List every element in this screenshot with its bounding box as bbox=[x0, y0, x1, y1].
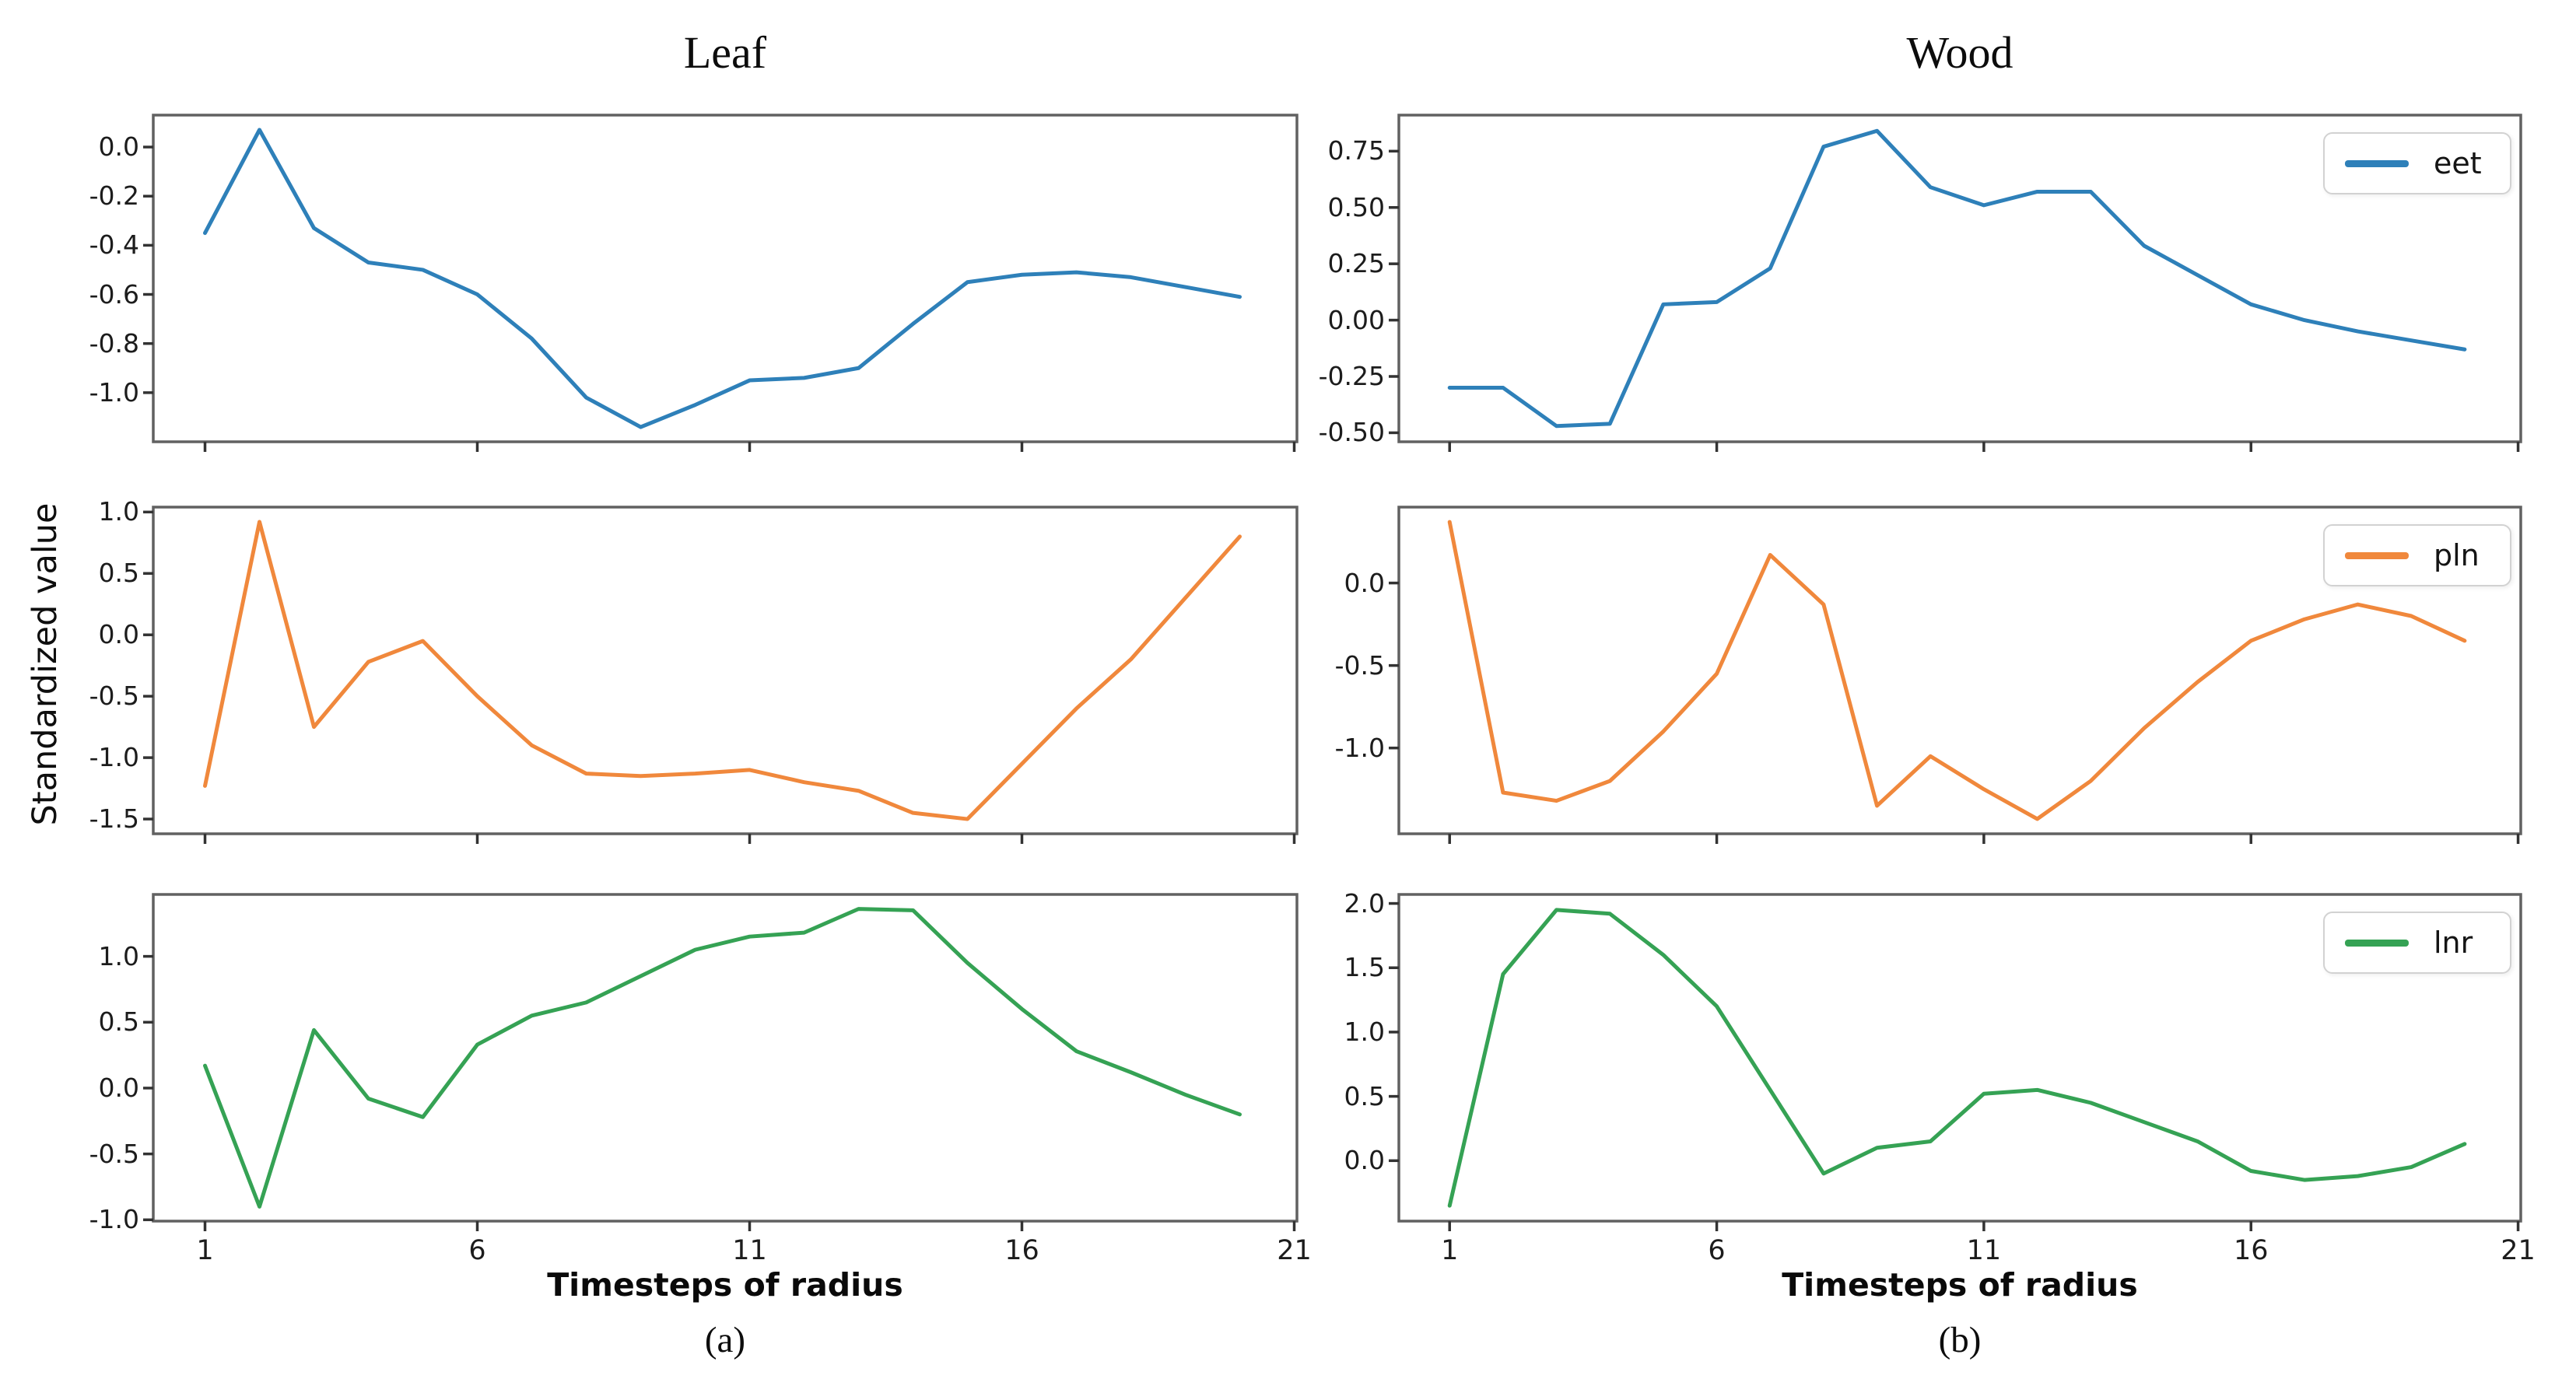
legend-eet: eet bbox=[2323, 132, 2511, 194]
y-tick-label: 0.50 bbox=[1327, 191, 1385, 222]
y-tick-label: -1.0 bbox=[89, 376, 139, 408]
caption-a: (a) bbox=[704, 1320, 746, 1360]
x-axis-label-left: Timesteps of radius bbox=[547, 1266, 903, 1304]
x-tick-label: 1 bbox=[1441, 1235, 1459, 1266]
y-tick-label: -1.5 bbox=[89, 803, 139, 835]
y-tick-label: 0.5 bbox=[98, 558, 139, 589]
subplot-leaf-lnr bbox=[143, 893, 1299, 1231]
y-tick-label: -0.5 bbox=[1334, 649, 1385, 681]
y-tick-label: 1.0 bbox=[1344, 1016, 1385, 1047]
y-tick-label: 0.0 bbox=[98, 1072, 139, 1103]
y-tick-label: -1.0 bbox=[89, 1204, 139, 1235]
legend-line-swatch-pln bbox=[2345, 551, 2409, 559]
y-tick-label: 0.0 bbox=[1344, 1145, 1385, 1176]
legend-line-swatch-eet bbox=[2345, 159, 2409, 167]
x-tick-label: 21 bbox=[2501, 1235, 2536, 1266]
legend-label-eet: eet bbox=[2434, 146, 2482, 180]
subplot-leaf-pln bbox=[143, 506, 1299, 844]
series-line-lnr-leaf-lnr bbox=[203, 907, 1242, 1209]
y-tick-label: -0.4 bbox=[89, 229, 139, 261]
axes-frame bbox=[152, 506, 1299, 835]
y-tick-label: 0.25 bbox=[1327, 248, 1385, 279]
y-tick-label: 0.00 bbox=[1327, 304, 1385, 335]
axes-frame bbox=[1397, 893, 2522, 1223]
x-tick-label: 6 bbox=[468, 1235, 486, 1266]
y-tick-label: -1.0 bbox=[1334, 732, 1385, 763]
y-axis-label: Standardized value bbox=[26, 502, 65, 826]
axes-frame bbox=[1397, 114, 2522, 443]
series-line-eet-leaf-eet bbox=[203, 128, 1242, 429]
axes-frame bbox=[1397, 506, 2522, 835]
subplot-wood-lnr bbox=[1389, 893, 2522, 1231]
y-tick-label: -0.6 bbox=[89, 278, 139, 310]
x-tick-label: 16 bbox=[1004, 1235, 1039, 1266]
y-tick-label: 0.5 bbox=[1344, 1080, 1385, 1111]
column-title-leaf: Leaf bbox=[683, 27, 767, 78]
x-tick-label: 11 bbox=[732, 1235, 767, 1266]
legend-line-swatch-lnr bbox=[2345, 939, 2409, 947]
y-tick-label: 1.5 bbox=[1344, 952, 1385, 983]
y-tick-label: -0.5 bbox=[89, 681, 139, 712]
x-tick-label: 1 bbox=[196, 1235, 214, 1266]
y-tick-label: -0.5 bbox=[89, 1138, 139, 1169]
y-tick-label: -0.8 bbox=[89, 327, 139, 359]
column-title-wood: Wood bbox=[1906, 27, 2013, 78]
subplot-leaf-eet bbox=[143, 114, 1299, 452]
y-tick-label: 1.0 bbox=[98, 496, 139, 527]
y-tick-label: -0.2 bbox=[89, 180, 139, 212]
axes-frame bbox=[152, 114, 1299, 443]
legend-pln: pln bbox=[2323, 524, 2511, 586]
caption-b: (b) bbox=[1938, 1320, 1982, 1360]
subplot-wood-pln bbox=[1389, 506, 2522, 844]
x-tick-label: 11 bbox=[1966, 1235, 2002, 1266]
y-tick-label: 0.75 bbox=[1327, 135, 1385, 166]
y-tick-label: 2.0 bbox=[1344, 887, 1385, 919]
series-line-eet-wood-eet bbox=[1447, 128, 2467, 429]
y-tick-label: 0.0 bbox=[98, 619, 139, 650]
series-line-pln-leaf-pln bbox=[203, 520, 1242, 821]
series-line-lnr-wood-lnr bbox=[1447, 908, 2467, 1208]
y-tick-label: 0.0 bbox=[1344, 567, 1385, 598]
axes-frame bbox=[152, 893, 1299, 1223]
y-tick-label: -1.0 bbox=[89, 742, 139, 773]
x-tick-label: 6 bbox=[1708, 1235, 1726, 1266]
legend-lnr: lnr bbox=[2323, 912, 2511, 974]
y-tick-label: 0.0 bbox=[98, 131, 139, 163]
y-tick-label: 0.5 bbox=[98, 1006, 139, 1038]
legend-label-lnr: lnr bbox=[2434, 926, 2473, 960]
series-line-pln-wood-pln bbox=[1447, 520, 2467, 821]
x-tick-label: 21 bbox=[1277, 1235, 1312, 1266]
subplot-wood-eet bbox=[1389, 114, 2522, 452]
y-tick-label: -0.50 bbox=[1318, 417, 1385, 448]
y-tick-label: 1.0 bbox=[98, 940, 139, 971]
x-tick-label: 16 bbox=[2233, 1235, 2269, 1266]
x-axis-label-right: Timesteps of radius bbox=[1782, 1266, 2138, 1304]
legend-label-pln: pln bbox=[2434, 538, 2480, 572]
y-tick-label: -0.25 bbox=[1318, 361, 1385, 391]
